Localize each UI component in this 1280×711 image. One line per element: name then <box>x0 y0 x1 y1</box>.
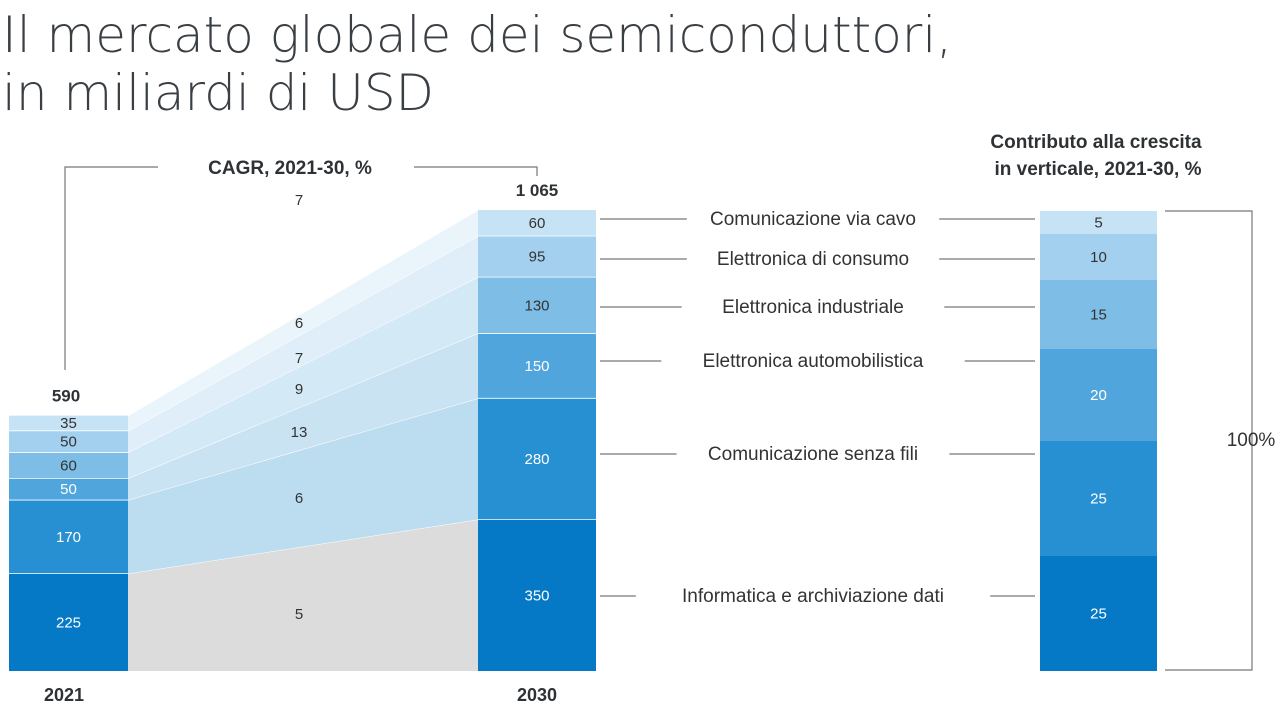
bar-2030-value-label: 150 <box>524 358 549 375</box>
growth-segment <box>1040 234 1157 280</box>
chart-title-line: in miliardi di USD <box>2 64 434 122</box>
growth-value-label: 5 <box>1094 215 1102 232</box>
bar-2030-segment <box>478 236 596 278</box>
connector-band <box>128 277 478 479</box>
growth-total-bracket <box>1165 210 1253 671</box>
band-separator <box>127 209 479 417</box>
growth-value-label: 20 <box>1090 387 1107 404</box>
cagr-value: 13 <box>291 424 308 441</box>
cagr-value: 6 <box>295 490 303 507</box>
bar-2030-segment <box>478 519 596 671</box>
growth-segment <box>1040 349 1157 441</box>
bar-2030-value-label: 350 <box>524 587 549 604</box>
total-2030: 1 065 <box>516 181 559 200</box>
category-label: Comunicazione senza fili <box>708 444 918 465</box>
connector-bands <box>127 209 479 671</box>
growth-segment <box>1040 556 1157 671</box>
bar-2030-value-label: 60 <box>529 215 546 232</box>
growth-value-label: 15 <box>1090 307 1107 324</box>
category-label: Comunicazione via cavo <box>710 209 916 230</box>
bar-2030-segment <box>478 277 596 334</box>
cagr-value: 9 <box>295 381 303 398</box>
bar-2021-value-label: 50 <box>60 481 77 498</box>
overall-cagr-value: 7 <box>295 192 303 209</box>
growth-segment <box>1040 280 1157 349</box>
cagr-value: 5 <box>295 606 303 623</box>
growth-total-label: 100% <box>1227 430 1276 451</box>
category-label: Elettronica di consumo <box>717 249 909 270</box>
bar-2021-segment <box>9 452 128 479</box>
bar-2030-value-label: 95 <box>529 249 546 266</box>
total-2021: 590 <box>52 387 80 406</box>
bar-2021-segment <box>9 415 128 431</box>
bar-2021-value-label: 50 <box>60 434 77 451</box>
bar-2021-segment <box>9 573 128 671</box>
chart-title: Il mercato globale dei semiconduttori,in… <box>2 6 952 122</box>
connector-band <box>128 236 478 453</box>
growth-segment <box>1040 211 1157 234</box>
chart-title-line: Il mercato globale dei semiconduttori, <box>2 6 952 64</box>
bar-2030-segment <box>478 398 596 520</box>
chart-labels: 5 6 13 9 7 6 7 225 170 50 60 50 35 350 280 150 130 95 60 59… <box>44 132 1275 705</box>
bar-2030-segment <box>478 333 596 399</box>
cagr-value: 6 <box>295 315 303 332</box>
bar-2021-segment <box>9 478 128 501</box>
connector-band <box>128 398 478 574</box>
growth-segment <box>1040 441 1157 556</box>
year-label-2030: 2030 <box>517 685 557 705</box>
connector-band <box>128 333 478 501</box>
connector-band <box>128 519 478 671</box>
stacked-bars <box>9 210 1157 671</box>
growth-header-line1: Contributo alla crescita <box>990 132 1202 153</box>
bar-2030-value-label: 130 <box>524 297 549 314</box>
growth-value-label: 25 <box>1090 491 1107 508</box>
growth-header-line2: in verticale, 2021-30, % <box>994 159 1201 180</box>
category-label: Informatica e archiviazione dati <box>682 586 944 607</box>
bar-2030-segment <box>478 210 596 237</box>
bar-2021-value-label: 35 <box>60 415 77 432</box>
growth-value-label: 10 <box>1090 249 1107 266</box>
bar-2021-value-label: 170 <box>56 529 81 546</box>
category-label: Elettronica industriale <box>722 297 904 318</box>
category-label: Elettronica automobilistica <box>703 351 924 372</box>
cagr-bracket-left <box>64 166 158 370</box>
year-label-2021: 2021 <box>44 685 84 705</box>
connector-band <box>128 210 478 431</box>
bar-2021-segment <box>9 430 128 453</box>
bar-2021-value-label: 225 <box>56 614 81 631</box>
cagr-header: CAGR, 2021-30, % <box>208 158 372 179</box>
growth-value-label: 25 <box>1090 606 1107 623</box>
bar-2021-segment <box>9 500 128 574</box>
bar-2021-value-label: 60 <box>60 457 77 474</box>
bar-2030-value-label: 280 <box>524 451 549 468</box>
cagr-value: 7 <box>295 350 303 367</box>
cagr-bracket-right <box>414 166 538 176</box>
